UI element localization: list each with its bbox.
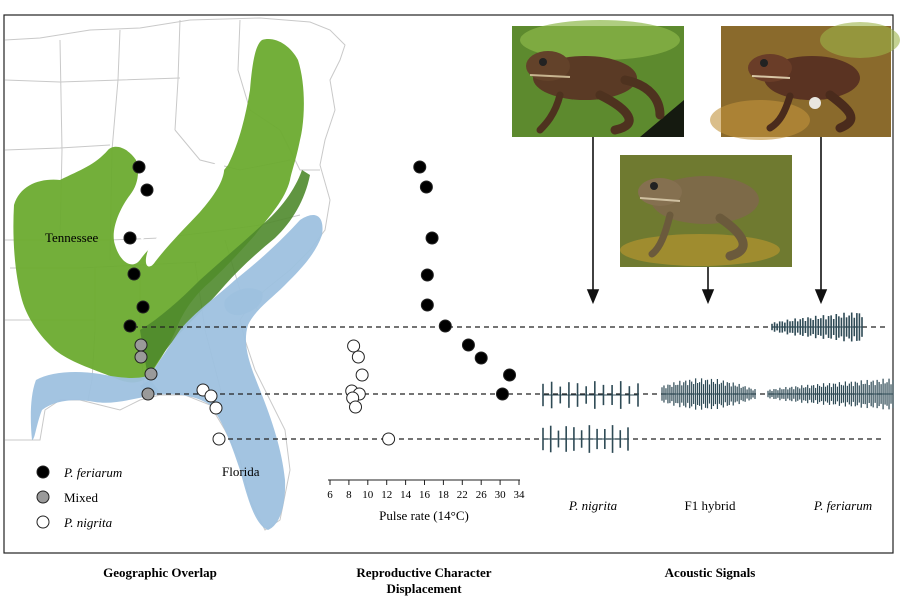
point-nigrita: [382, 432, 396, 446]
waveform-nigrita-2: [542, 425, 629, 453]
panel-title-geographic: Geographic Overlap: [103, 565, 217, 580]
signal-label-hybrid: F1 hybrid: [685, 498, 736, 513]
waveform-feriarum-top: [771, 312, 863, 342]
site-mixed: [144, 367, 158, 381]
site-nigrita: [209, 401, 223, 415]
x-tick-label: 26: [476, 489, 488, 501]
signal-label-nigrita: P. nigrita: [568, 498, 618, 513]
nigrita-island: [224, 288, 263, 316]
x-tick-label: 6: [327, 489, 333, 501]
x-tick-label: 30: [495, 489, 507, 501]
point-nigrita: [351, 350, 365, 364]
x-tick-label: 22: [457, 489, 468, 501]
panel-title-reproductive-1: Reproductive Character: [356, 565, 491, 580]
point-nigrita: [355, 368, 369, 382]
site-mixed: [134, 350, 148, 364]
site-nigrita: [204, 389, 218, 403]
panel-title-acoustic: Acoustic Signals: [665, 565, 756, 580]
point-feriarum: [495, 387, 509, 401]
x-tick-label: 12: [381, 489, 392, 501]
site-feriarum: [127, 267, 141, 281]
photo-feriarum: [710, 22, 900, 140]
range-gap: [145, 160, 225, 267]
point-feriarum: [420, 268, 434, 282]
waveform-hybrid: [661, 378, 756, 410]
site-nigrita: [212, 432, 226, 446]
site-feriarum: [132, 160, 146, 174]
tennessee-label: Tennessee: [45, 230, 98, 245]
x-tick-label: 18: [438, 489, 450, 501]
florida-label: Florida: [222, 464, 260, 479]
point-feriarum: [419, 180, 433, 194]
arrows: [586, 137, 828, 305]
legend-label-nigrita: P. nigrita: [63, 515, 113, 530]
waveform-nigrita: [542, 381, 639, 409]
point-feriarum: [461, 338, 475, 352]
point-nigrita: [347, 339, 361, 353]
point-nigrita: [349, 400, 363, 414]
map: Tennessee Florida P. feriarum Mixed: [4, 17, 885, 531]
x-axis-label: Pulse rate (14°C): [379, 508, 469, 523]
site-feriarum: [140, 183, 154, 197]
x-tick-label: 16: [419, 489, 431, 501]
legend-marker-nigrita: [36, 515, 50, 529]
point-feriarum: [503, 368, 517, 382]
panel-title-reproductive-2: Displacement: [386, 581, 462, 596]
overlap-range: [140, 170, 310, 378]
point-feriarum: [420, 298, 434, 312]
photo-hybrid: [620, 155, 792, 267]
legend: P. feriarum Mixed P. nigrita: [36, 465, 122, 530]
waveform-feriarum: [767, 378, 894, 410]
scatter-points: [345, 160, 517, 446]
acoustic-signals: P. nigrita F1 hybrid P. feriarum: [512, 20, 900, 513]
point-feriarum: [438, 319, 452, 333]
feriarum-range: [13, 39, 304, 383]
waveforms: [542, 312, 894, 453]
range-gap-2: [135, 190, 194, 240]
map-sites: [123, 160, 226, 446]
legend-label-mixed: Mixed: [64, 490, 98, 505]
x-tick-label: 10: [362, 489, 374, 501]
site-mixed: [141, 387, 155, 401]
pulse-rate-chart: 6 8 10 12 14 16 18 22 26 30 34 Pulse rate (14°C): [327, 160, 525, 523]
point-feriarum: [474, 351, 488, 365]
point-feriarum: [413, 160, 427, 174]
site-feriarum: [123, 319, 137, 333]
site-feriarum: [136, 300, 150, 314]
legend-label-feriarum: P. feriarum: [63, 465, 122, 480]
x-ticks: 6 8 10 12 14 16 18 22 26 30 34: [327, 480, 525, 501]
photo-nigrita: [512, 20, 684, 137]
site-mixed: [134, 338, 148, 352]
legend-marker-feriarum: [36, 465, 50, 479]
site-feriarum: [123, 231, 137, 245]
x-tick-label: 8: [346, 489, 352, 501]
legend-marker-mixed: [36, 490, 50, 504]
x-tick-label: 14: [400, 489, 412, 501]
x-tick-label: 34: [514, 489, 526, 501]
signal-label-feriarum: P. feriarum: [813, 498, 872, 513]
point-feriarum: [425, 231, 439, 245]
